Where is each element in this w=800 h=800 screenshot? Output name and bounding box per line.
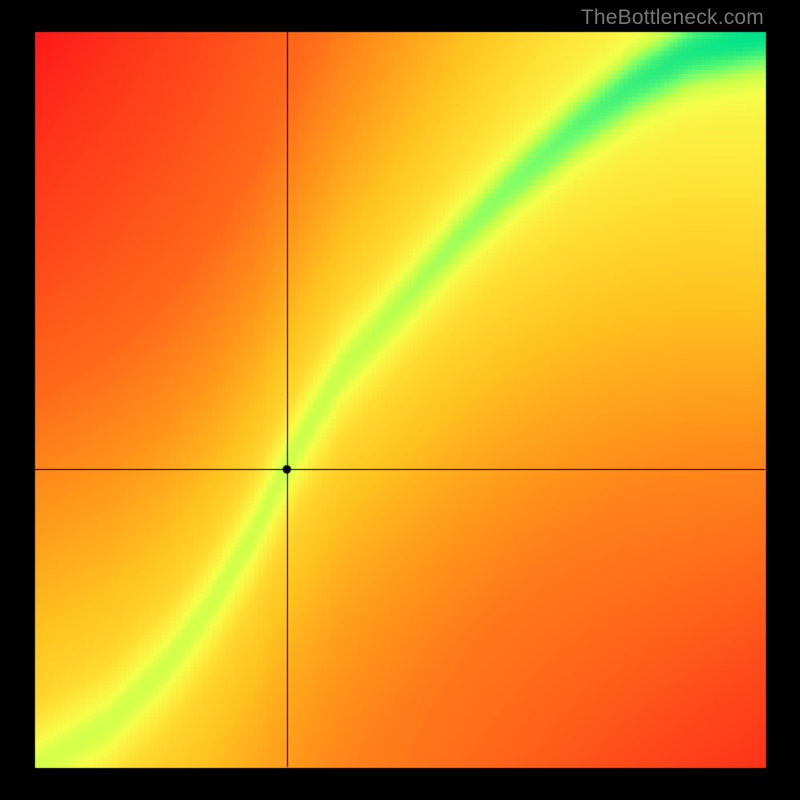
watermark-text: TheBottleneck.com bbox=[581, 6, 764, 30]
heatmap-canvas bbox=[0, 0, 800, 800]
